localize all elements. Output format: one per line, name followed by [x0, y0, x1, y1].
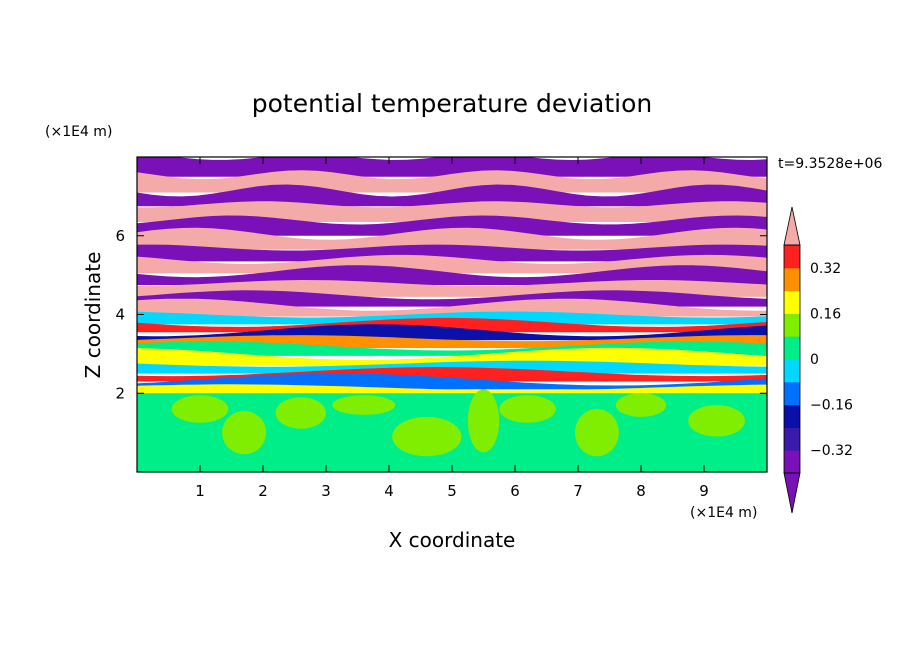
field-band — [137, 244, 767, 262]
y-axis-title: Z coordinate — [81, 252, 105, 379]
field-band — [137, 254, 767, 274]
colorbar-segment — [784, 404, 800, 428]
colorbar-segment — [784, 450, 800, 474]
colorbar-segment — [784, 313, 800, 337]
colorbar-segment — [784, 245, 800, 269]
field-band — [137, 184, 767, 207]
colorbar-segment — [784, 290, 800, 314]
field-patch — [392, 416, 462, 457]
x-tick-label: 3 — [321, 482, 331, 500]
field-band — [137, 201, 767, 222]
field-patch — [332, 395, 396, 415]
chart-title: potential temperature deviation — [252, 89, 652, 118]
x-axis-title: X coordinate — [389, 528, 516, 552]
field-patch — [615, 393, 667, 417]
colorbar: 0.32 0.16 0 −0.16 −0.32 — [783, 206, 853, 514]
field-patch — [275, 397, 326, 429]
colorbar-tick-label: −0.16 — [810, 398, 853, 414]
field-band — [137, 215, 767, 236]
x-tick-label: 2 — [258, 482, 268, 500]
x-unit-label: (×1E4 m) — [690, 505, 757, 521]
colorbar-frame — [783, 244, 801, 474]
y-axis: 2 4 6 — [115, 227, 767, 402]
x-tick-label: 7 — [573, 482, 583, 500]
colorbar-tick-label: 0.32 — [810, 261, 841, 277]
x-tick-label: 4 — [384, 482, 394, 500]
field-patch — [467, 389, 500, 453]
colorbar-extend-high — [783, 206, 801, 246]
x-tick-label: 5 — [447, 482, 457, 500]
y-unit-label: (×1E4 m) — [45, 124, 112, 140]
y-tick-label: 4 — [115, 306, 125, 324]
field-patch — [574, 409, 619, 457]
field-band — [137, 360, 767, 374]
colorbar-extend-low — [783, 472, 801, 514]
field-patch — [688, 405, 745, 437]
colorbar-segment — [784, 336, 800, 360]
x-axis: 1 2 3 4 5 6 7 8 9 — [195, 157, 709, 500]
colorbar-segment — [784, 381, 800, 406]
colorbar-tick-label: −0.32 — [810, 443, 853, 459]
colorbar-segment — [784, 359, 800, 383]
field-patch — [222, 410, 267, 455]
field-band — [137, 265, 767, 285]
colorbar-segment — [784, 427, 800, 451]
x-tick-label: 8 — [636, 482, 646, 500]
field-patch — [499, 395, 556, 423]
field-band — [137, 227, 767, 250]
colorbar-tick-label: 0 — [810, 352, 819, 368]
field-band — [137, 298, 767, 317]
field-patch — [171, 395, 229, 423]
colorbar-segment — [784, 267, 800, 292]
x-tick-label: 6 — [510, 482, 520, 500]
y-tick-label: 2 — [115, 384, 125, 402]
x-tick-label: 9 — [699, 482, 709, 500]
field-band — [137, 384, 767, 396]
y-tick-label: 6 — [115, 227, 125, 245]
time-label: t=9.3528e+06 — [778, 156, 882, 172]
colorbar-tick-label: 0.16 — [810, 306, 841, 322]
field-band — [137, 347, 767, 366]
plot-area — [137, 157, 767, 472]
x-tick-label: 1 — [195, 482, 205, 500]
